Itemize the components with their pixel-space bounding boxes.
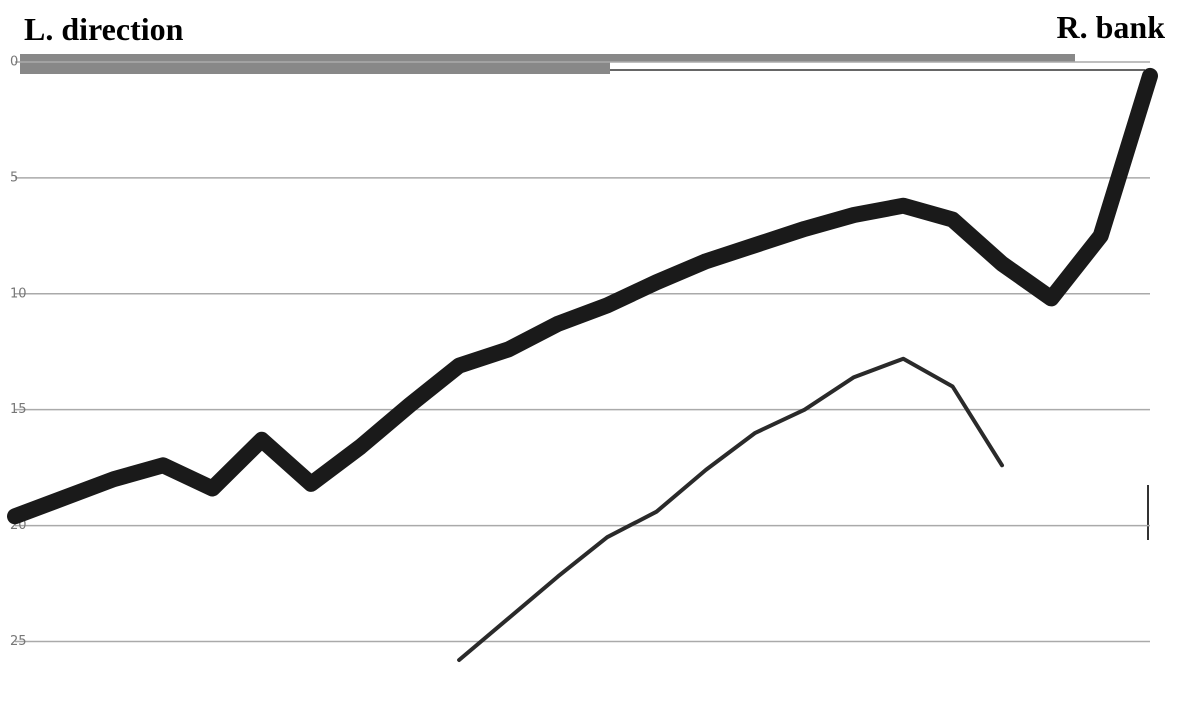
y-tick-label: 10 — [10, 286, 27, 301]
y-tick-label: 15 — [10, 402, 27, 417]
right-label: R. bank — [1057, 9, 1166, 45]
surface-noise — [20, 62, 610, 74]
y-tick-label: 0 — [10, 55, 18, 70]
surface-band — [20, 54, 1075, 62]
background — [0, 0, 1179, 711]
y-tick-label: 25 — [10, 634, 27, 649]
y-tick-label: 5 — [10, 170, 18, 185]
left-label: L. direction — [24, 11, 184, 47]
echogram: L. direction R. bank 0510152025 — [0, 0, 1179, 711]
